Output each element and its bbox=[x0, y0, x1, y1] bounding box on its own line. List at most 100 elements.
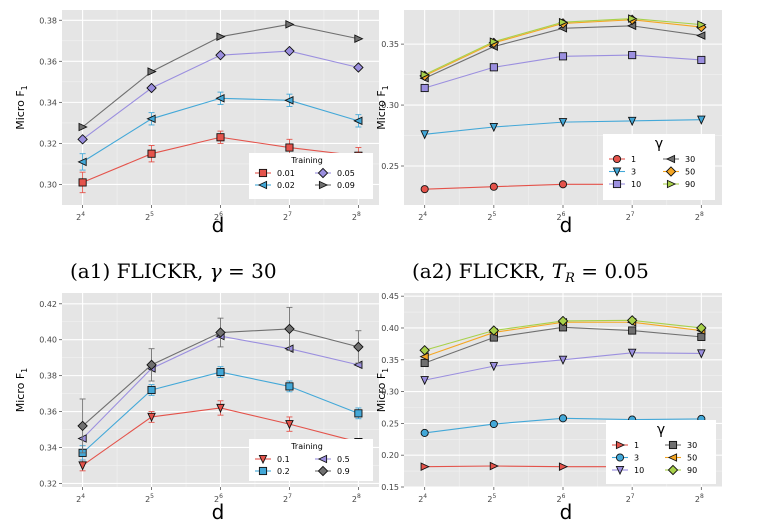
data-point bbox=[420, 83, 429, 93]
y-tick-label: 0.35 bbox=[381, 356, 399, 365]
x-tick-label: 26 bbox=[557, 211, 566, 222]
y-tick-label: 0.36 bbox=[39, 57, 57, 66]
legend: Training 0.01 0.02 0.05 0.09 bbox=[249, 153, 373, 199]
legend-item-50: 50 bbox=[663, 166, 695, 177]
y-tick-label: 0.34 bbox=[39, 98, 57, 107]
legend: γ 1 3 10 30 50 90 bbox=[603, 134, 715, 200]
data-point bbox=[420, 462, 430, 471]
legend-swatch-marker bbox=[665, 154, 676, 164]
x-axis-label: d bbox=[560, 213, 573, 237]
data-point bbox=[697, 115, 706, 125]
legend-item-30: 30 bbox=[663, 154, 695, 164]
data-point bbox=[697, 332, 706, 341]
legend-label: 0.9 bbox=[337, 467, 350, 476]
data-point bbox=[558, 118, 568, 128]
data-point bbox=[78, 461, 87, 471]
legend: γ 1 3 10 30 50 90 bbox=[606, 420, 716, 484]
y-tick-label: 0.25 bbox=[381, 419, 399, 428]
x-tick-label: 25 bbox=[145, 493, 154, 504]
data-point bbox=[284, 323, 295, 335]
data-point bbox=[216, 133, 225, 142]
x-tick-label: 24 bbox=[418, 493, 427, 504]
data-point bbox=[353, 341, 364, 353]
data-point bbox=[627, 348, 637, 358]
data-point bbox=[216, 32, 226, 41]
legend-swatch-marker bbox=[612, 154, 622, 164]
legend-title: Training bbox=[290, 442, 323, 451]
legend-item-0.5: 0.5 bbox=[315, 454, 350, 464]
legend-box bbox=[249, 439, 373, 481]
series-10 bbox=[420, 348, 706, 386]
data-point bbox=[353, 116, 363, 126]
chart-b1: 0.32 0.34 0.36 0.38 0.40 0.42 24 25 26 27 28 Micro … bbox=[14, 293, 379, 524]
x-tick-label: 27 bbox=[283, 493, 292, 504]
data-point bbox=[147, 149, 156, 158]
y-tick-label: 0.32 bbox=[39, 139, 57, 148]
legend-label: 1 bbox=[634, 441, 639, 450]
chart-a2: 0.25 0.30 0.35 24 25 26 27 28 Micro F1 d γ 1 3 10 30 50… bbox=[375, 10, 722, 237]
data-point bbox=[420, 376, 429, 386]
y-axis-label: Micro F1 bbox=[375, 368, 390, 413]
y-axis-label: Micro F1 bbox=[14, 368, 29, 413]
legend-swatch-marker bbox=[258, 454, 268, 465]
legend-swatch-marker bbox=[615, 440, 626, 450]
x-axis-label: d bbox=[212, 500, 225, 524]
data-point bbox=[216, 367, 225, 377]
data-point bbox=[353, 62, 364, 73]
data-point bbox=[147, 67, 157, 76]
chart-b2: 0.15 0.20 0.25 0.30 0.35 0.40 0.45 24 25 26 27 28 Mi… bbox=[375, 292, 722, 524]
legend-item-3: 3 bbox=[609, 167, 636, 177]
data-point bbox=[78, 178, 87, 187]
legend-item-0.02: 0.02 bbox=[255, 180, 295, 190]
series-0.05 bbox=[77, 45, 364, 145]
legend-swatch-marker bbox=[317, 454, 328, 464]
legend-title: γ bbox=[655, 136, 663, 152]
legend-swatch-marker bbox=[615, 465, 625, 476]
legend-item-1: 1 bbox=[609, 154, 636, 164]
data-point bbox=[626, 315, 638, 326]
series-0.9 bbox=[77, 306, 364, 454]
caption-a1: (a1) FLICKR, γ = 30 bbox=[70, 259, 277, 283]
data-point bbox=[628, 51, 637, 60]
data-point bbox=[489, 419, 498, 429]
data-point bbox=[627, 116, 637, 127]
data-point bbox=[489, 461, 499, 471]
legend-item-10: 10 bbox=[612, 465, 644, 476]
legend-label: 0.1 bbox=[277, 455, 290, 464]
legend-swatch-marker bbox=[317, 465, 329, 477]
legend-item-0.2: 0.2 bbox=[255, 466, 290, 476]
data-point bbox=[489, 362, 499, 372]
y-tick-label: 0.35 bbox=[381, 40, 399, 49]
legend-item-50: 50 bbox=[665, 453, 697, 463]
legend-item-90: 90 bbox=[665, 464, 697, 476]
series-0.09 bbox=[78, 20, 364, 132]
x-axis-label: d bbox=[560, 500, 573, 524]
y-tick-label: 0.25 bbox=[381, 162, 399, 171]
legend-label: 1 bbox=[631, 155, 636, 164]
x-tick-label: 26 bbox=[214, 493, 223, 504]
data-point bbox=[420, 185, 429, 194]
legend-swatch-marker bbox=[666, 179, 677, 189]
legend-label: 50 bbox=[687, 454, 697, 463]
data-point bbox=[146, 82, 157, 94]
legend-item-0.05: 0.05 bbox=[315, 167, 355, 179]
x-tick-label: 28 bbox=[352, 493, 361, 504]
legend-swatch-marker bbox=[318, 180, 329, 190]
data-point bbox=[77, 157, 87, 167]
y-tick-label: 0.40 bbox=[39, 336, 57, 345]
x-tick-label: 28 bbox=[695, 211, 704, 222]
data-point bbox=[285, 420, 294, 430]
legend-label: 0.01 bbox=[277, 169, 295, 178]
legend-item-1: 1 bbox=[612, 440, 639, 450]
legend-item-3: 3 bbox=[612, 453, 639, 463]
data-point bbox=[628, 14, 638, 23]
data-point bbox=[420, 130, 429, 140]
series-10 bbox=[420, 51, 706, 93]
data-point bbox=[558, 355, 568, 365]
legend-label: 90 bbox=[685, 180, 695, 189]
x-tick-label: 28 bbox=[695, 493, 704, 504]
data-point bbox=[489, 63, 498, 72]
legend-label: 10 bbox=[634, 466, 644, 475]
data-point bbox=[215, 93, 225, 103]
